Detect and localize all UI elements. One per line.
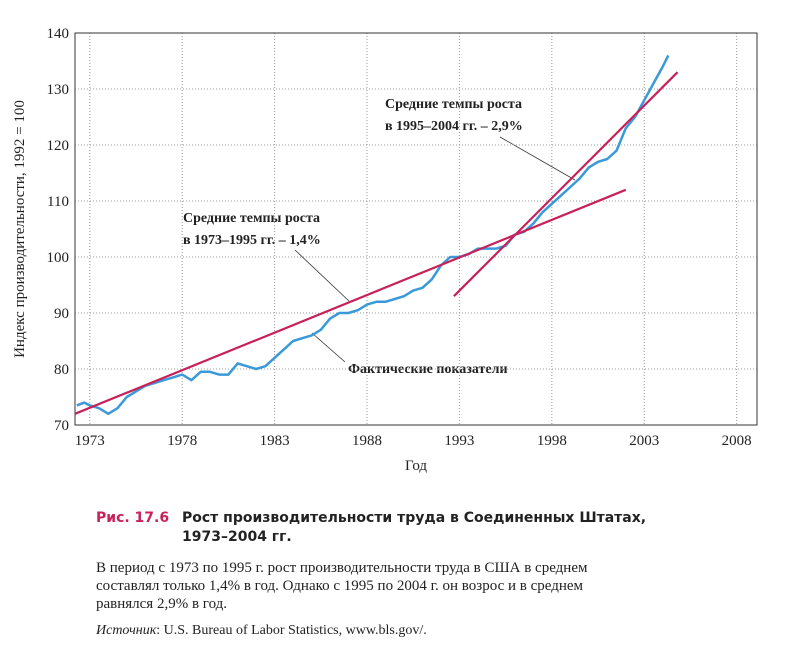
y-tick-label: 90 [54,306,69,322]
x-axis-label: Год [405,458,427,474]
series-line [74,188,627,415]
leader-line [499,136,576,181]
x-tick-label: 2003 [629,433,659,449]
y-axis-label: Индекс производительности, 1992 = 100 [12,100,28,358]
annotation: Фактические показатели [348,362,508,377]
y-tick-label: 130 [47,82,70,98]
y-tick-label: 140 [47,26,70,42]
annotation: в 1995–2004 гг. – 2,9% [385,119,523,134]
x-tick-label: 1988 [352,433,382,449]
figure-number: Рис. 17.6 [96,510,169,526]
y-tick-label: 80 [54,362,69,378]
source-text: : U.S. Bureau of Labor Statistics, www.b… [156,623,427,638]
description: В период с 1973 по 1995 г. рост производ… [96,560,588,576]
y-tick-label: 110 [47,194,69,210]
x-tick-label: 1983 [260,433,290,449]
source: Источник: U.S. Bureau of Labor Statistic… [95,623,427,638]
x-tick-label: 1978 [167,433,197,449]
series-line [453,71,679,297]
description: равнялся 2,9% в год. [96,596,227,612]
y-tick-label: 70 [54,418,69,434]
source-label: Источник [95,623,157,638]
y-tick-label: 120 [47,138,70,154]
annotation: Средние темпы роста [183,211,320,226]
x-tick-label: 1998 [537,433,567,449]
annotation: в 1973–1995 гг. – 1,4% [183,233,321,248]
plot-frame [74,32,758,426]
figure-title: Рост производительности труда в Соединен… [182,510,646,526]
series-line [76,54,670,416]
x-tick-label: 2008 [722,433,752,449]
leader-line [311,332,346,363]
description: составлял только 1,4% в год. Однако с 19… [96,578,584,594]
annotation: Средние темпы роста [385,97,522,112]
x-tick-label: 1993 [444,433,474,449]
y-tick-label: 100 [47,250,70,266]
figure-title: 1973–2004 гг. [182,529,292,545]
leader-line [294,249,351,303]
x-tick-label: 1973 [75,433,105,449]
